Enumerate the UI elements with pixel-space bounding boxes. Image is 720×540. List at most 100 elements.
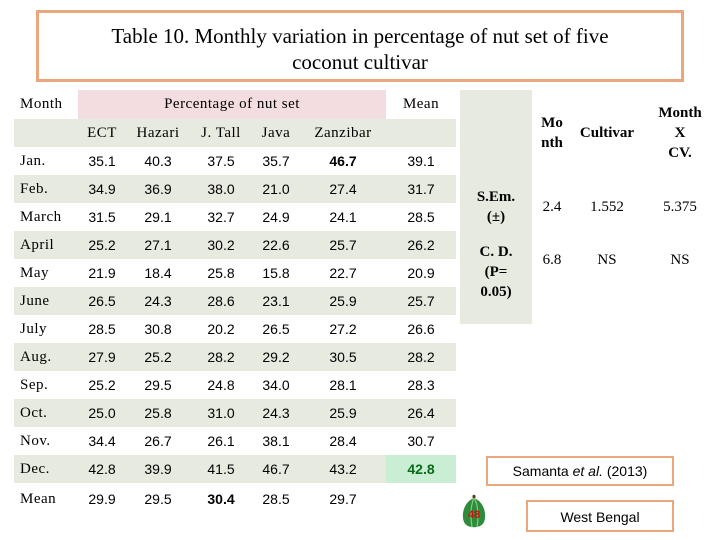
value-cell: 27.9 [78, 343, 126, 371]
citation-etal: et al. [572, 463, 603, 479]
citation-year: (2013) [602, 463, 648, 479]
value-cell: 25.2 [78, 371, 126, 399]
value-cell: 30.8 [126, 315, 190, 343]
value-cell: 26.7 [126, 427, 190, 455]
value-cell: 25.8 [190, 259, 252, 287]
table-row: June 26.5 24.3 28.6 23.1 25.9 25.7 [14, 287, 457, 315]
mean-cell: 26.2 [386, 231, 457, 259]
value-cell: 29.9 [78, 483, 126, 515]
stats-header-blank [460, 90, 532, 176]
value-cell: 28.4 [300, 427, 387, 455]
cd-interaction-value: NS [642, 238, 718, 324]
mean-cell: 28.2 [386, 343, 457, 371]
month-cell: May [14, 259, 78, 287]
month-cell: Sep. [14, 371, 78, 399]
header-mean: Mean [386, 90, 457, 119]
table-row: July 28.5 30.8 20.2 26.5 27.2 26.6 [14, 315, 457, 343]
month-cell: Nov. [14, 427, 78, 455]
value-cell: 23.1 [252, 287, 300, 315]
value-cell: 29.1 [126, 203, 190, 231]
mean-cell: 39.1 [386, 147, 457, 175]
value-cell: 35.7 [252, 147, 300, 175]
mean-cell: 31.7 [386, 175, 457, 203]
header-month: Month [14, 90, 78, 119]
table-body: Jan. 35.1 40.3 37.5 35.7 46.7 39.1 Feb. 34.9 36.9… [14, 147, 457, 515]
value-cell: 30.4 [190, 483, 252, 515]
mean-cell: 20.9 [386, 259, 457, 287]
month-cell: July [14, 315, 78, 343]
header-cultivar: Java [252, 119, 300, 147]
month-cell: Feb. [14, 175, 78, 203]
value-cell: 38.0 [190, 175, 252, 203]
value-cell: 29.7 [300, 483, 387, 515]
value-cell: 28.5 [78, 315, 126, 343]
title-line-1: Table 10. Monthly variation in percentag… [111, 24, 609, 48]
value-cell: 18.4 [126, 259, 190, 287]
value-cell: 28.6 [190, 287, 252, 315]
mean-cell: 42.8 [386, 455, 457, 483]
value-cell: 34.4 [78, 427, 126, 455]
value-cell: 29.2 [252, 343, 300, 371]
value-cell: 42.8 [78, 455, 126, 483]
table-row: March 31.5 29.1 32.7 24.9 24.1 28.5 [14, 203, 457, 231]
value-cell: 24.8 [190, 371, 252, 399]
value-cell: 25.0 [78, 399, 126, 427]
value-cell: 37.5 [190, 147, 252, 175]
cd-month-value: 6.8 [532, 238, 572, 324]
title-line-2: coconut cultivar [292, 50, 428, 74]
value-cell: 25.9 [300, 287, 387, 315]
mean-cell: 26.4 [386, 399, 457, 427]
value-cell: 28.2 [190, 343, 252, 371]
table-row: Oct. 25.0 25.8 31.0 24.3 25.9 26.4 [14, 399, 457, 427]
value-cell: 24.3 [252, 399, 300, 427]
value-cell: 25.2 [126, 343, 190, 371]
nut-set-table: Month Percentage of nut set Mean ECT Haz… [14, 90, 457, 515]
stats-header-cultivar: Cultivar [572, 90, 642, 176]
value-cell: 21.9 [78, 259, 126, 287]
table-row: Dec. 42.8 39.9 41.5 46.7 43.2 42.8 [14, 455, 457, 483]
mean-cell: 30.7 [386, 427, 457, 455]
table-row: April 25.2 27.1 30.2 22.6 25.7 26.2 [14, 231, 457, 259]
value-cell: 29.5 [126, 483, 190, 515]
month-cell: March [14, 203, 78, 231]
value-cell: 31.0 [190, 399, 252, 427]
stats-header-month: Mo nth [532, 90, 572, 176]
header-blank [386, 119, 457, 147]
value-cell: 31.5 [78, 203, 126, 231]
mean-cell: 28.3 [386, 371, 457, 399]
value-cell: 25.2 [78, 231, 126, 259]
mean-cell: 28.5 [386, 203, 457, 231]
value-cell: 26.1 [190, 427, 252, 455]
value-cell: 32.7 [190, 203, 252, 231]
stats-header-month-text: Mo nth [541, 115, 563, 151]
table-row: Nov. 34.4 26.7 26.1 38.1 28.4 30.7 [14, 427, 457, 455]
value-cell: 21.0 [252, 175, 300, 203]
month-cell: April [14, 231, 78, 259]
value-cell: 24.1 [300, 203, 387, 231]
value-cell: 40.3 [126, 147, 190, 175]
value-cell: 20.2 [190, 315, 252, 343]
citation-box: Samanta et al. (2013) [486, 456, 674, 486]
sem-month-value: 2.4 [532, 176, 572, 238]
table-row: Jan. 35.1 40.3 37.5 35.7 46.7 39.1 [14, 147, 457, 175]
statistics-table: Mo nth Cultivar Month X CV. S.Em. (±) 2.… [460, 90, 718, 324]
table-row: Aug. 27.9 25.2 28.2 29.2 30.5 28.2 [14, 343, 457, 371]
month-cell: Jan. [14, 147, 78, 175]
value-cell: 43.2 [300, 455, 387, 483]
value-cell: 27.2 [300, 315, 387, 343]
value-cell: 41.5 [190, 455, 252, 483]
mean-cell: 25.7 [386, 287, 457, 315]
value-cell: 24.3 [126, 287, 190, 315]
value-cell: 29.5 [126, 371, 190, 399]
header-cultivar: Hazari [126, 119, 190, 147]
header-cultivar: J. Tall [190, 119, 252, 147]
mean-cell [386, 483, 457, 515]
value-cell: 15.8 [252, 259, 300, 287]
value-cell: 27.1 [126, 231, 190, 259]
value-cell: 26.5 [252, 315, 300, 343]
value-cell: 36.9 [126, 175, 190, 203]
citation-author: Samanta [512, 463, 573, 479]
value-cell: 46.7 [300, 147, 387, 175]
value-cell: 35.1 [78, 147, 126, 175]
value-cell: 25.7 [300, 231, 387, 259]
